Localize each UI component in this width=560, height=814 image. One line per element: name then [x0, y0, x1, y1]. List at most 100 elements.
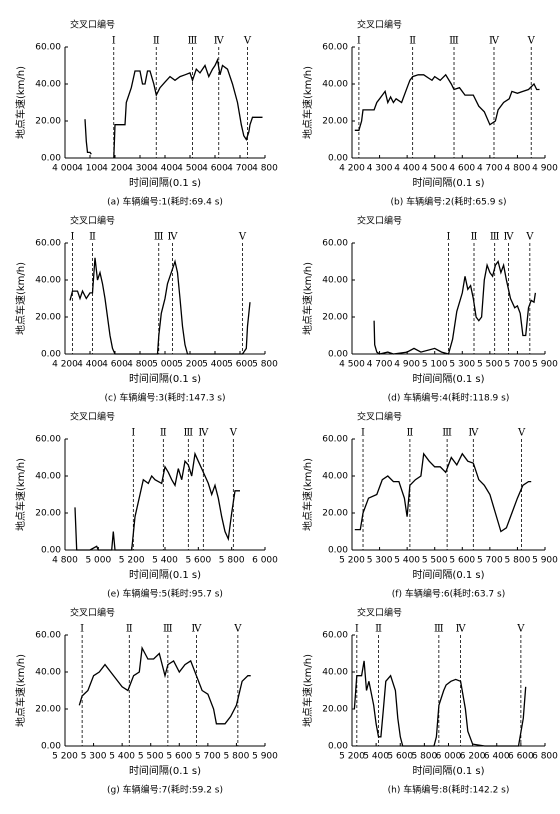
intersection-label: I [131, 428, 135, 439]
y-tick-label: 0.00 [328, 546, 348, 556]
intersection-label: Ⅳ [198, 428, 209, 439]
x-tick-label: 4 700 [367, 360, 393, 370]
intersection-label: Ⅴ [243, 36, 252, 47]
x-tick-label: 4 500 [422, 164, 448, 174]
intersection-label: Ⅴ [238, 232, 247, 243]
y-tick-label: 20.00 [322, 117, 348, 127]
caption: (e) 车辆编号:5(耗时:95.7 s) [107, 588, 223, 600]
annotation: 交叉口编号 [357, 19, 402, 31]
x-tick-label: 5 600 [387, 752, 413, 762]
intersection-label: Ⅲ [442, 428, 452, 439]
y-tick-label: 40.00 [322, 472, 348, 482]
intersection-label: Ⅲ [188, 36, 198, 47]
y-tick-label: 40.00 [35, 80, 61, 90]
y-tick-label: 60.00 [35, 43, 61, 53]
intersection-label: Ⅱ [375, 624, 382, 635]
intersection-label: Ⅲ [434, 624, 444, 635]
x-tick-label: 4 600 [102, 360, 128, 370]
intersection-label: Ⅱ [471, 232, 478, 243]
x-axis-label: 时间间隔(0.1 s) [129, 372, 201, 385]
intersection-label: I [71, 232, 75, 243]
x-tick-label: 5 600 [185, 556, 211, 566]
y-tick-label: 40.00 [322, 276, 348, 286]
intersection-label: Ⅳ [191, 624, 202, 635]
caption: (h) 车辆编号:8(耗时:142.2 s) [388, 784, 510, 796]
x-tick-label: 4 900 [532, 164, 558, 174]
y-tick-label: 0.00 [328, 742, 348, 752]
x-axis-label: 时间间隔(0.1 s) [129, 176, 201, 189]
x-tick-label: 4 800 [505, 164, 531, 174]
y-tick-label: 20.00 [322, 509, 348, 519]
x-tick-label: 4 500 [339, 360, 365, 370]
y-tick-label: 0.00 [41, 546, 61, 556]
y-axis-label: 地点车速(km/h) [14, 262, 27, 335]
intersection-label: Ⅳ [456, 624, 467, 635]
intersection-label: Ⅲ [163, 624, 173, 635]
x-tick-label: 4 300 [367, 164, 393, 174]
speed-line [354, 452, 532, 533]
x-tick-label: 4 700 [477, 164, 503, 174]
y-tick-label: 40.00 [322, 668, 348, 678]
y-axis-label: 地点车速(km/h) [14, 654, 27, 727]
x-tick-label: 5 700 [195, 752, 221, 762]
x-tick-label: 5 700 [505, 360, 531, 370]
y-axis-label: 地点车速(km/h) [301, 262, 314, 335]
intersection-label: Ⅳ [168, 232, 179, 243]
intersection-label: Ⅴ [233, 624, 242, 635]
x-tick-label: 4 800 [252, 164, 278, 174]
x-tick-label: 5 300 [449, 360, 475, 370]
x-tick-label: 6 800 [532, 752, 558, 762]
speed-line [78, 645, 251, 725]
x-tick-label: 5 000 [152, 360, 178, 370]
x-tick-label: 6 600 [508, 752, 534, 762]
x-axis-label: 时间间隔(0.1 s) [412, 372, 484, 385]
y-tick-label: 20.00 [35, 509, 61, 519]
caption: (a) 车辆编号:1(耗时:69.4 s) [107, 196, 223, 208]
intersection-label: Ⅱ [409, 36, 416, 47]
y-axis-label: 地点车速(km/h) [301, 458, 314, 531]
x-tick-label: 6 000 [252, 556, 278, 566]
intersection-label: Ⅳ [489, 36, 500, 47]
x-axis-label: 时间间隔(0.1 s) [412, 176, 484, 189]
intersection-label: Ⅱ [89, 232, 96, 243]
intersection-label: Ⅴ [527, 36, 536, 47]
y-tick-label: 60.00 [35, 239, 61, 249]
x-tick-label: 4 400 [152, 164, 178, 174]
intersection-label: I [112, 36, 116, 47]
x-tick-label: 6 200 [460, 752, 486, 762]
y-tick-label: 20.00 [35, 705, 61, 715]
x-tick-label: 4 200 [102, 164, 128, 174]
intersection-label: Ⅳ [503, 232, 514, 243]
x-tick-label: 4 300 [127, 164, 153, 174]
x-tick-label: 5 100 [422, 360, 448, 370]
intersection-label: I [361, 428, 365, 439]
y-axis-label: 地点车速(km/h) [301, 66, 314, 139]
intersection-label: I [80, 624, 84, 635]
x-tick-label: 4 400 [77, 360, 103, 370]
speed-line [354, 73, 540, 131]
x-tick-label: 5 800 [219, 556, 245, 566]
intersection-label: Ⅱ [126, 624, 133, 635]
x-tick-label: 6 000 [436, 752, 462, 762]
x-axis-label: 时间间隔(0.1 s) [412, 568, 484, 581]
x-tick-label: 4 200 [52, 360, 78, 370]
x-tick-label: 5 300 [367, 556, 393, 566]
y-tick-label: 60.00 [322, 631, 348, 641]
x-tick-label: 5 900 [252, 752, 278, 762]
x-tick-label: 5 900 [532, 556, 558, 566]
x-tick-label: 5 200 [339, 556, 365, 566]
x-tick-label: 5 200 [177, 360, 203, 370]
y-tick-label: 20.00 [322, 705, 348, 715]
x-tick-label: 6 400 [484, 752, 510, 762]
x-tick-label: 5 200 [119, 556, 145, 566]
x-tick-label: 5 000 [85, 556, 111, 566]
annotation: 交叉口编号 [70, 607, 115, 619]
x-tick-label: 5 600 [449, 556, 475, 566]
caption: (f) 车辆编号:6(耗时:63.7 s) [392, 588, 505, 600]
x-tick-label: 4 700 [227, 164, 253, 174]
intersection-label: Ⅲ [449, 36, 459, 47]
intersection-label: Ⅴ [229, 428, 238, 439]
caption: (c) 车辆编号:3(耗时:147.3 s) [105, 392, 226, 404]
